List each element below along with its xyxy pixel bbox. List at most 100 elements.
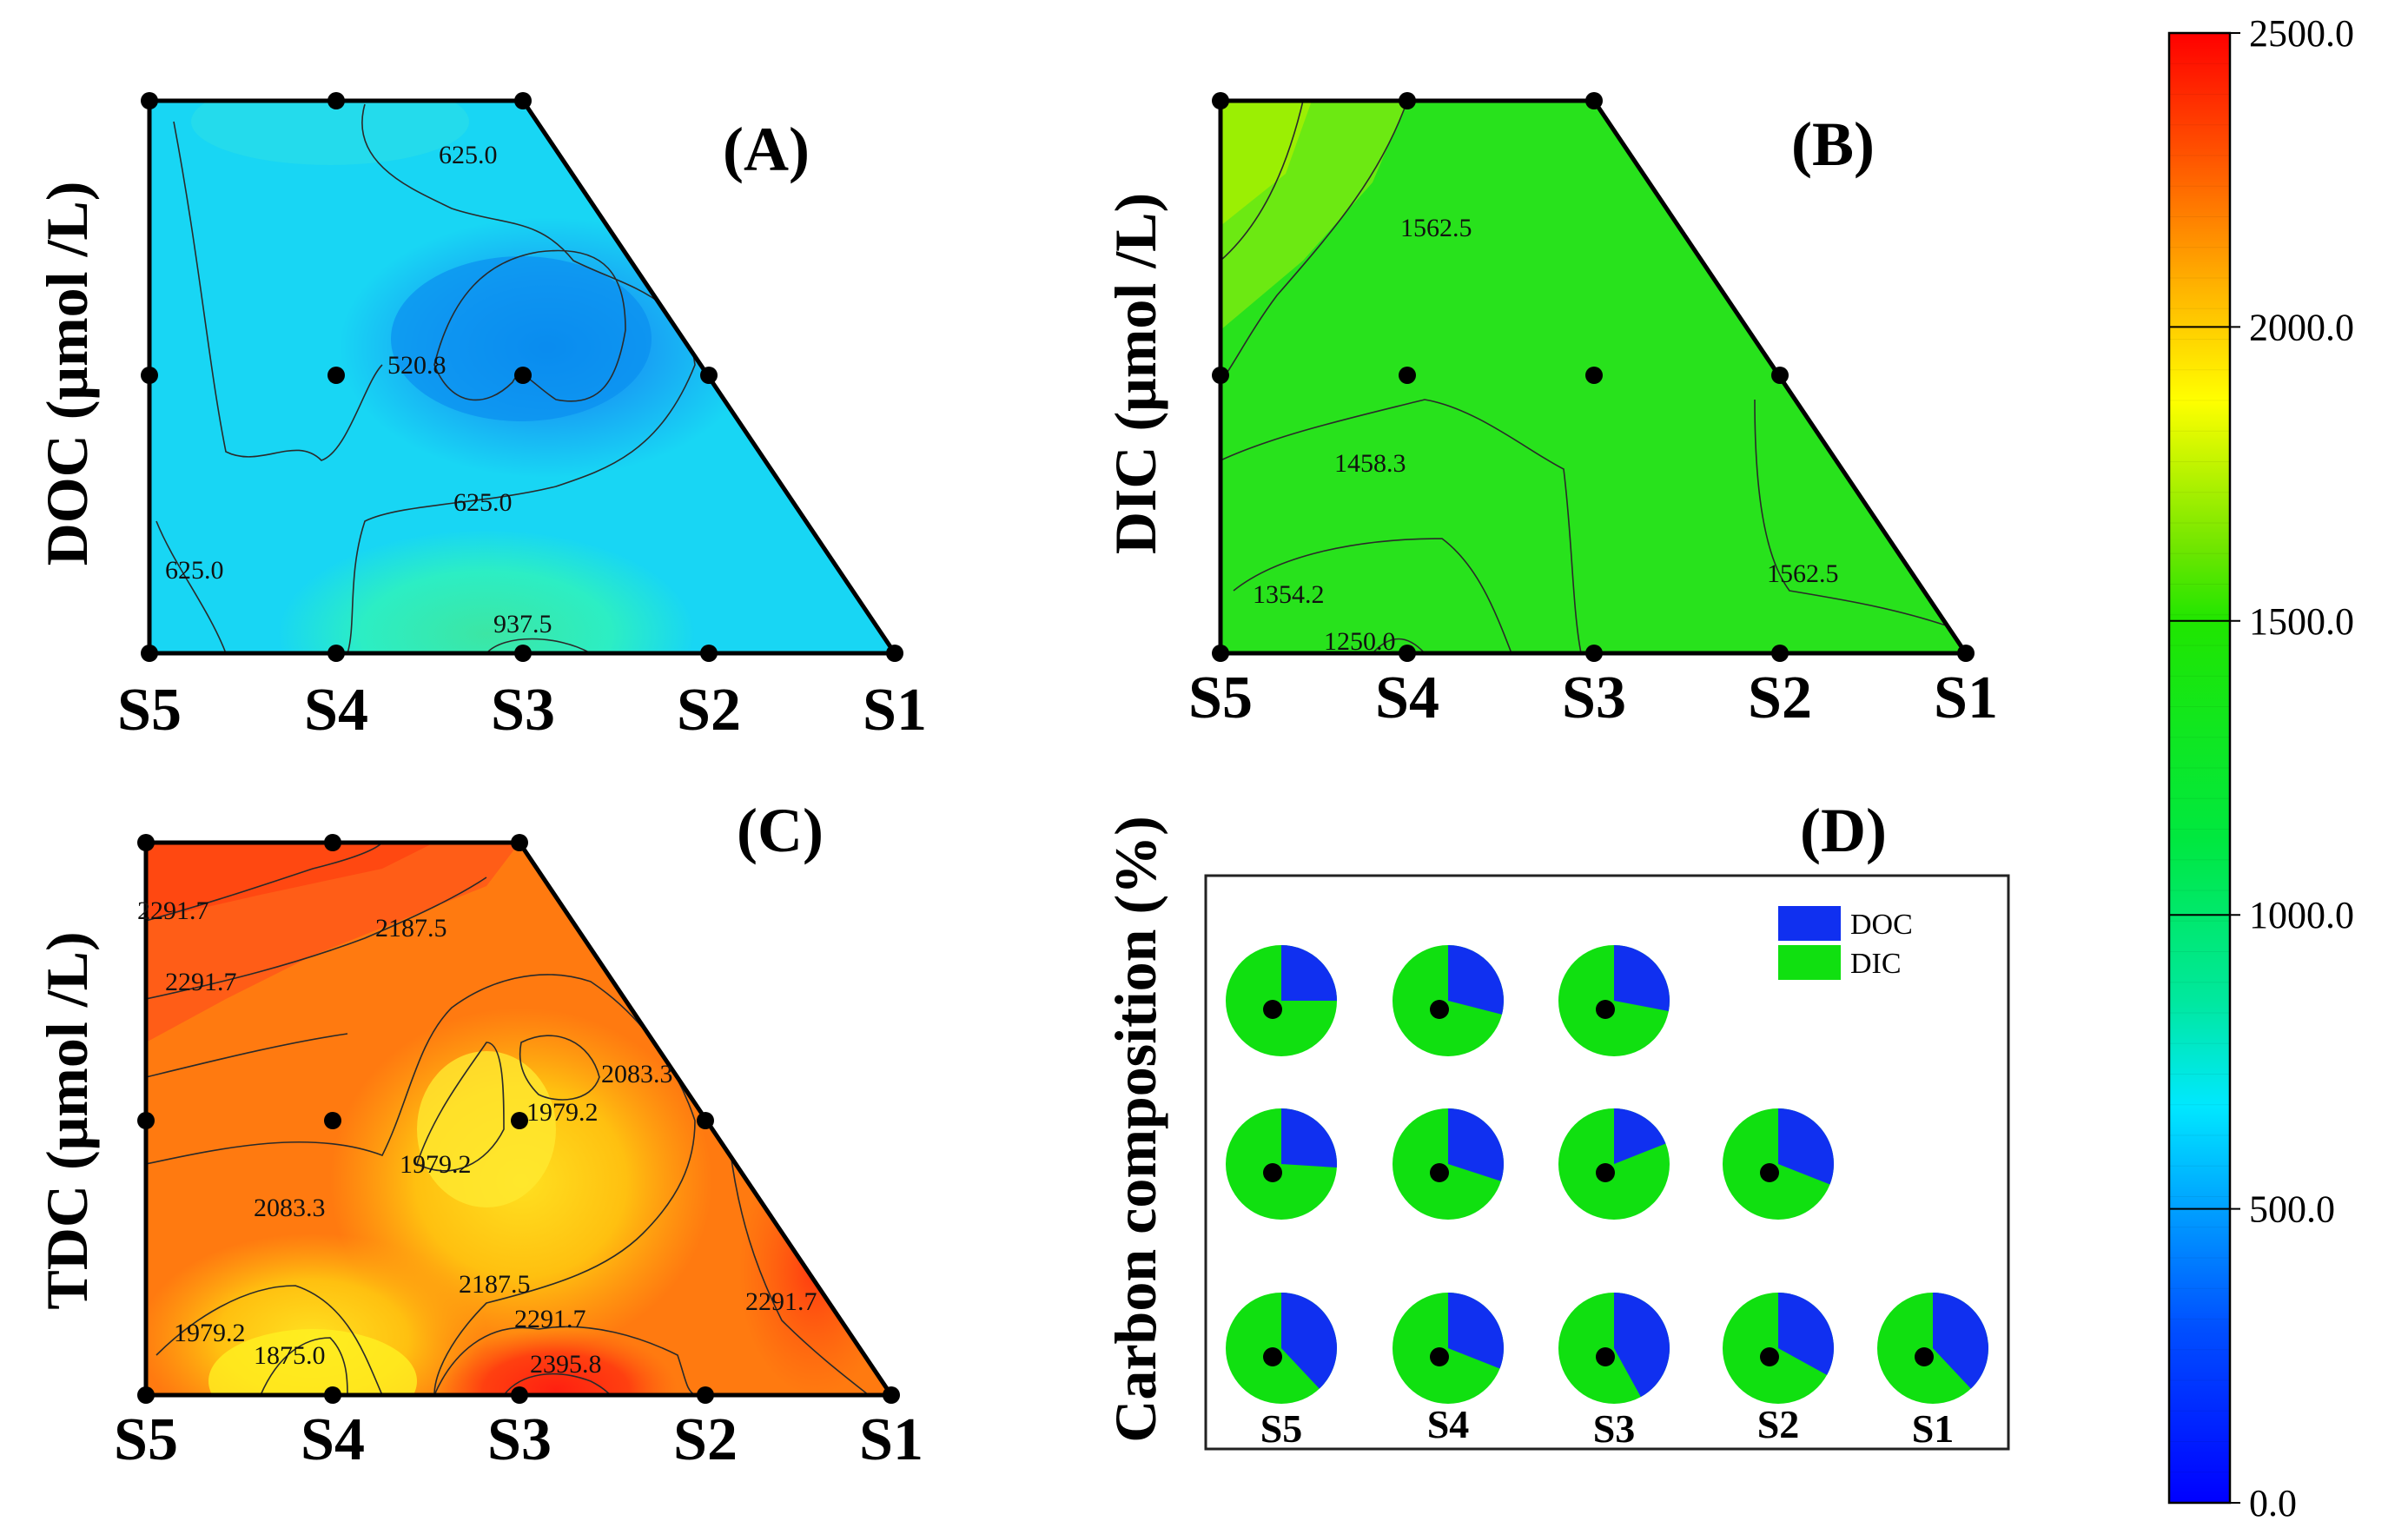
- contour-label: 2083.3: [601, 1060, 673, 1088]
- contour-label: 1979.2: [174, 1319, 246, 1347]
- pie-S3-top: [1558, 945, 1670, 1056]
- panel-b-label: (B): [1791, 109, 1875, 179]
- colorbar-tick-label: 0.0: [2249, 1482, 2297, 1525]
- x-tick-label: S1: [863, 677, 927, 744]
- colorbar-tick-label: 2500.0: [2249, 12, 2354, 55]
- pie-S5-bottom: [1226, 1293, 1338, 1404]
- colorbar-tick-label: 500.0: [2249, 1188, 2335, 1231]
- pie-S2-bottom: [1723, 1293, 1834, 1404]
- pie-x-ticks: S5 S4 S3 S2 S1: [1260, 1402, 1955, 1451]
- panel-b-contour-a: [1221, 101, 1304, 261]
- panel-a-points: [141, 92, 903, 662]
- pie-S3-middle: [1558, 1108, 1670, 1220]
- sample-point: [514, 645, 532, 662]
- pie-slice-doc: [1281, 1108, 1337, 1168]
- sample-point: [511, 1112, 528, 1129]
- sample-point: [511, 834, 528, 851]
- colorbar-ticks: 0.0 500.0 1000.0 1500.0 2000.0 2500.0: [2169, 12, 2354, 1525]
- sample-point: [1760, 1347, 1779, 1366]
- pie-slice-doc: [1614, 945, 1670, 1011]
- contour-label: 2187.5: [375, 914, 447, 943]
- contour-label: 2395.8: [530, 1350, 602, 1379]
- sample-point: [1263, 1163, 1282, 1182]
- panel-c-contour-2187: [146, 876, 487, 1000]
- sample-point: [1915, 1347, 1934, 1366]
- pie-legend: DOC DIC: [1778, 906, 1913, 980]
- pie-slice-doc: [1778, 1108, 1834, 1185]
- sample-point: [1596, 1000, 1615, 1019]
- sample-point: [1212, 92, 1229, 109]
- pie-slice-doc: [1614, 1293, 1670, 1398]
- sample-point: [700, 645, 718, 662]
- sample-point: [883, 1386, 900, 1404]
- contour-label: 1354.2: [1253, 580, 1325, 609]
- sample-point: [324, 834, 341, 851]
- x-tick-labels: S5 S4 S3 S2 S1 S5 S4 S3 S2 S1 S5 S4 S3 S…: [114, 665, 1998, 1473]
- panel-a-contour-625-3: [155, 520, 227, 653]
- sample-point: [1212, 645, 1229, 662]
- sample-point: [886, 645, 903, 662]
- legend-doc-swatch: [1778, 906, 1841, 941]
- contour-label: 1562.5: [1400, 214, 1472, 242]
- panel-d-label: (D): [1800, 796, 1887, 865]
- sample-point: [327, 367, 345, 384]
- sample-point: [137, 1386, 155, 1404]
- panel-c-contour-1875: [260, 1337, 348, 1395]
- x-tick-label: S3: [487, 1406, 552, 1473]
- x-tick-label: S5: [114, 1406, 178, 1473]
- x-tick-label: S1: [859, 1406, 923, 1473]
- panel-labels: (A) (B) (C) (D): [723, 109, 1887, 865]
- pie-x-tick: S5: [1260, 1406, 1303, 1451]
- panel-c-contour-2291-4: [729, 1146, 870, 1395]
- contour-labels: 625.0 520.8 625.0 625.0 937.5 1562.5 145…: [137, 141, 1839, 1379]
- panel-b-contour-1250: [1372, 638, 1426, 653]
- panel-c-contour-2291-3: [433, 1326, 696, 1395]
- colorbar-bands: [2169, 63, 2230, 1473]
- pie-slice-doc: [1448, 945, 1504, 1015]
- panel-b-contour-1458: [1221, 399, 1582, 653]
- pie-S3-bottom: [1558, 1293, 1670, 1404]
- contour-label: 625.0: [439, 141, 498, 169]
- pie-slice-doc: [1778, 1293, 1834, 1375]
- sample-point: [1263, 1000, 1282, 1019]
- x-tick-label: S1: [1934, 665, 1998, 731]
- sample-point: [1430, 1347, 1449, 1366]
- contour-label: 1562.5: [1767, 559, 1839, 588]
- panel-b-contour-1562: [1221, 101, 1408, 383]
- pie-S4-middle: [1393, 1108, 1504, 1220]
- sample-point: [1430, 1163, 1449, 1182]
- pie-x-tick: S4: [1427, 1402, 1470, 1446]
- panel-c-contour-2291-2: [146, 1033, 348, 1078]
- panel-c-ylabel: TDC (μmol /L): [34, 931, 100, 1309]
- x-tick-label: S4: [1375, 665, 1439, 731]
- panel-a-contour-625-2: [173, 121, 383, 461]
- colorbar-tick-label: 2000.0: [2249, 306, 2354, 348]
- panel-a-contour-520: [433, 249, 626, 402]
- colorbar-tick-label: 1500.0: [2249, 600, 2354, 643]
- pie-S4-top: [1393, 945, 1504, 1056]
- pie-S5-top: [1226, 945, 1337, 1056]
- panel-a-ylabel: DOC (μmol /L): [34, 182, 100, 566]
- sample-point: [1585, 92, 1603, 109]
- sample-point: [1430, 1000, 1449, 1019]
- sample-point: [137, 834, 155, 851]
- sample-point: [1771, 367, 1789, 384]
- panel-c: [143, 840, 894, 1398]
- pie-S5-middle: [1226, 1108, 1337, 1220]
- contour-label: 520.8: [387, 351, 447, 380]
- sample-point: [1596, 1163, 1615, 1182]
- sample-point: [1399, 367, 1416, 384]
- contour-label: 1875.0: [254, 1341, 326, 1370]
- sample-point: [324, 1112, 341, 1129]
- sample-point: [137, 1112, 155, 1129]
- contour-label: 2083.3: [254, 1194, 326, 1222]
- pie-x-tick: S2: [1757, 1402, 1800, 1446]
- x-tick-label: S5: [117, 677, 182, 744]
- contour-label: 2291.7: [514, 1305, 586, 1333]
- pie-grid: [1226, 945, 1988, 1404]
- panel-c-contour-1979-1: [416, 1042, 505, 1172]
- contour-label: 2291.7: [165, 968, 237, 996]
- sample-point: [1771, 645, 1789, 662]
- x-tick-label: S5: [1188, 665, 1253, 731]
